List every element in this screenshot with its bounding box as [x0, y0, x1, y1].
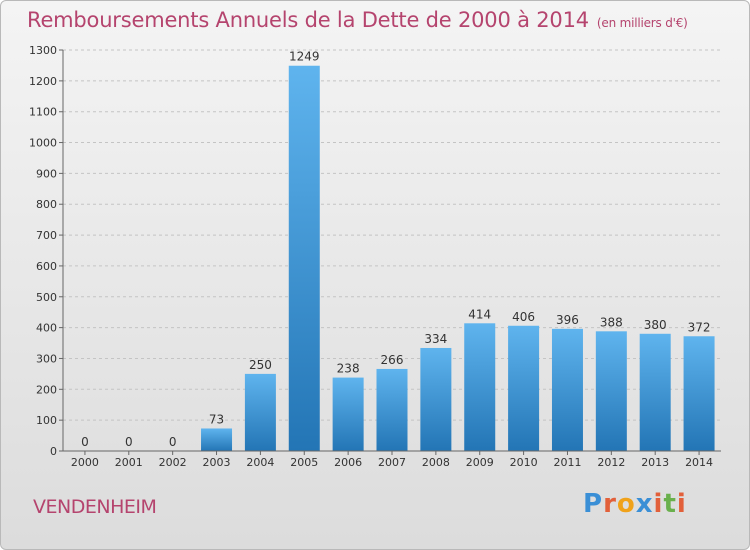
y-tick-label: 400: [36, 322, 57, 335]
chart-bars: [201, 65, 715, 451]
y-tick-label: 200: [36, 383, 57, 396]
data-label-2013: 380: [644, 318, 667, 332]
logo-letter: P: [583, 489, 604, 519]
y-tick-label: 700: [36, 229, 57, 242]
x-tick-label: 2005: [290, 456, 318, 469]
bar-2006: [332, 377, 364, 451]
chart-axes: 0100200300400500600700800900100011001200…: [29, 44, 721, 469]
x-tick-label: 2008: [422, 456, 450, 469]
y-tick-label: 500: [36, 291, 57, 304]
y-tick-label: 1100: [29, 106, 57, 119]
logo-letter: r: [603, 489, 617, 519]
x-tick-label: 2001: [115, 456, 143, 469]
y-tick-label: 1200: [29, 75, 57, 88]
x-tick-label: 2002: [159, 456, 187, 469]
y-tick-label: 0: [50, 445, 57, 458]
x-tick-label: 2011: [553, 456, 581, 469]
data-label-2014: 372: [688, 320, 711, 334]
logo-letter: i: [653, 489, 664, 519]
bar-2009: [464, 323, 496, 451]
data-label-2004: 250: [249, 358, 272, 372]
y-tick-label: 900: [36, 167, 57, 180]
data-label-2000: 0: [81, 435, 89, 449]
bar-2014: [683, 336, 715, 451]
data-label-2011: 396: [556, 313, 579, 327]
x-tick-label: 2013: [641, 456, 669, 469]
bar-2010: [508, 325, 540, 451]
x-tick-label: 2004: [246, 456, 274, 469]
town-name: VENDENHEIM: [33, 496, 157, 518]
y-tick-label: 1000: [29, 137, 57, 150]
y-tick-label: 1300: [29, 44, 57, 57]
chart-title: Remboursements Annuels de la Dette de 20…: [27, 8, 688, 32]
data-label-2002: 0: [169, 435, 177, 449]
x-tick-label: 2014: [685, 456, 713, 469]
x-tick-label: 2003: [203, 456, 231, 469]
logo-letter: x: [635, 489, 654, 519]
x-tick-label: 2007: [378, 456, 406, 469]
x-tick-label: 2000: [71, 456, 99, 469]
chart-data-labels: 0 0 0 73 250 1249 238 266 334 414 406 396 388 380 372: [81, 50, 710, 449]
data-label-2008: 334: [424, 332, 447, 346]
y-tick-label: 800: [36, 198, 57, 211]
chart-unit: (en milliers d'€): [596, 16, 688, 30]
data-label-2009: 414: [468, 307, 491, 321]
bar-2003: [201, 428, 233, 451]
y-tick-label: 600: [36, 260, 57, 273]
x-tick-label: 2006: [334, 456, 362, 469]
bar-2011: [551, 328, 583, 451]
data-label-2005: 1249: [289, 50, 320, 64]
logo-letter: i: [676, 489, 687, 519]
x-tick-label: 2012: [597, 456, 625, 469]
data-label-2006: 238: [337, 362, 360, 376]
data-label-2001: 0: [125, 435, 133, 449]
bar-2012: [595, 331, 627, 451]
chart-title-text: Remboursements Annuels de la Dette de 20…: [27, 8, 589, 32]
bar-2007: [376, 368, 408, 451]
data-label-2012: 388: [600, 315, 623, 329]
bar-2008: [420, 347, 452, 451]
y-tick-label: 300: [36, 352, 57, 365]
data-label-2003: 73: [209, 412, 224, 426]
x-tick-label: 2009: [466, 456, 494, 469]
bar-2013: [639, 333, 671, 451]
y-tick-label: 100: [36, 414, 57, 427]
logo-letter: o: [616, 489, 636, 519]
bar-2004: [244, 373, 276, 451]
bar-2005: [288, 65, 320, 451]
logo-letter: t: [663, 489, 677, 519]
proxiti-logo: Proxiti: [583, 489, 687, 519]
x-tick-label: 2010: [510, 456, 538, 469]
data-label-2007: 266: [381, 353, 404, 367]
data-label-2010: 406: [512, 310, 535, 324]
